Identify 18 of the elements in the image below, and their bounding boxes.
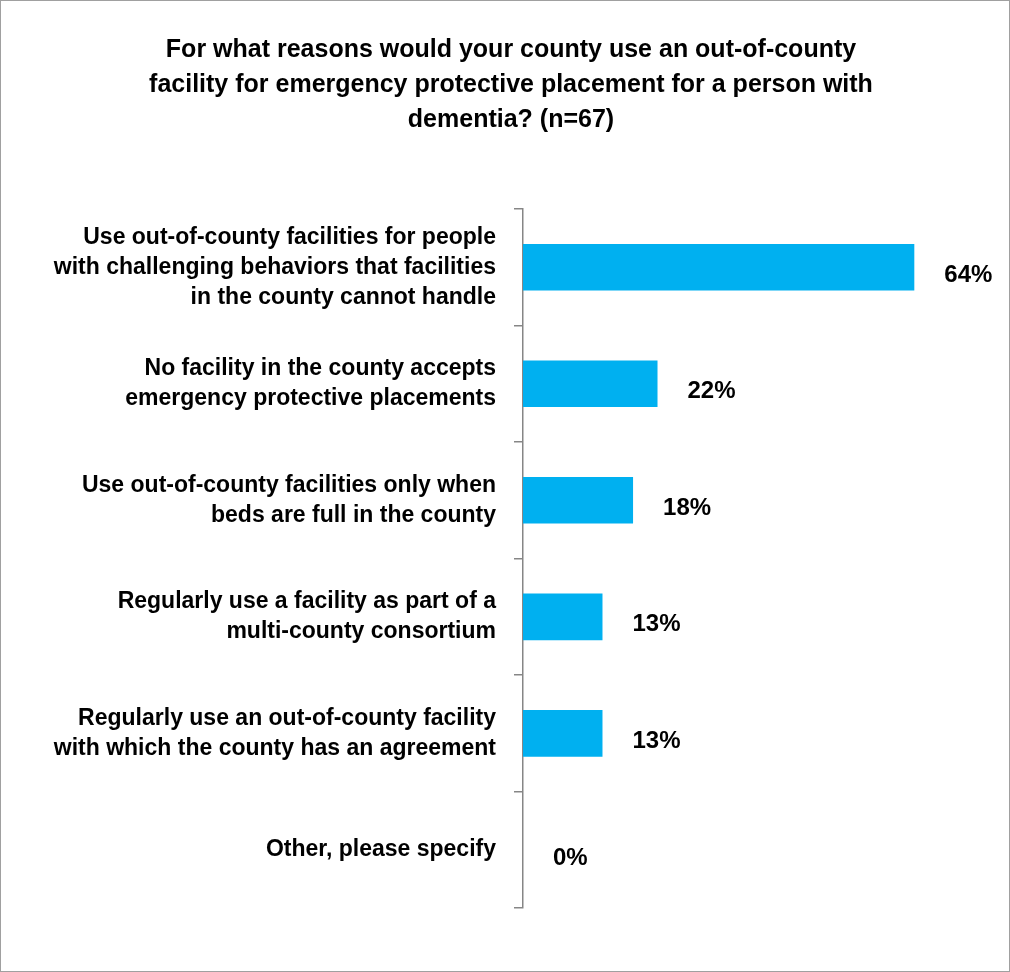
y-tick-label: Use out-of-county facilities only when beds are full in the county <box>81 470 497 527</box>
bar <box>523 243 915 291</box>
bar <box>523 593 603 641</box>
data-label: 13% <box>632 609 681 637</box>
y-tick-label: No facility in the county accepts emergency protective placements <box>125 354 496 411</box>
data-label: 0% <box>553 842 588 870</box>
chart-title: For what reasons would your county use an out-of-county facility for emergency protective placement for a person with dementia? (n=67) <box>148 33 874 134</box>
y-tick-label: Use out-of-county facilities for people with challenging behaviors that facilities in the county cannot handle <box>52 222 496 309</box>
y-tick-label: Regularly use a facility as part of a multi-county consortium <box>117 587 497 644</box>
y-tick-label: Regularly use an out-of-county facility with which the county has an agreement <box>52 703 497 760</box>
bar <box>523 477 634 524</box>
data-label: 64% <box>944 259 993 287</box>
data-label: 18% <box>663 492 712 520</box>
y-tick-label: Other, please specify <box>265 835 497 862</box>
data-label: 22% <box>687 376 736 404</box>
data-label: 13% <box>632 725 681 753</box>
bar <box>523 360 658 408</box>
bar <box>523 710 603 757</box>
